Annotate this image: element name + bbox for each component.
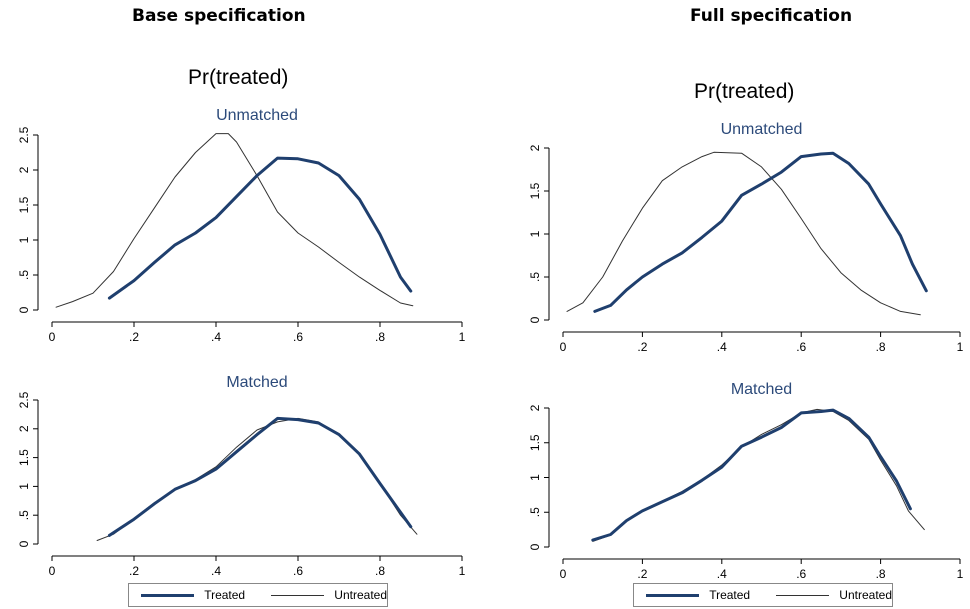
y-tick-label: 2	[17, 425, 31, 432]
treated-density-line	[107, 156, 413, 300]
y-tick-label: 2	[528, 144, 542, 151]
legend-untreated-label: Untreated	[334, 588, 387, 602]
y-tick-label: 1.5	[17, 449, 31, 466]
legend-untreated-swatch	[271, 594, 325, 596]
x-tick-label: .6	[796, 340, 806, 354]
y-tick-label: 1.5	[17, 196, 31, 213]
y-tick-label: .5	[17, 270, 31, 280]
y-tick-label: 1	[17, 483, 31, 490]
x-tick-label: .2	[637, 340, 647, 354]
y-tick-label: 1.5	[528, 182, 542, 199]
y-tick-label: 1	[528, 230, 542, 237]
x-tick-label: 0	[49, 564, 56, 578]
x-tick-label: 1	[957, 340, 964, 354]
untreated-density-line	[592, 408, 925, 542]
base-spec-title: Base specification	[132, 6, 306, 26]
x-tick-label: 0	[560, 340, 567, 354]
untreated-density-line	[55, 133, 414, 308]
untreated-density-line	[566, 151, 921, 316]
treated-density-line	[593, 151, 928, 313]
panel-title: Unmatched	[721, 121, 803, 138]
x-tick-label: .8	[375, 330, 385, 344]
x-tick-label: .6	[293, 564, 303, 578]
panel-title: Matched	[226, 374, 287, 391]
x-tick-label: 0	[560, 567, 567, 581]
y-tick-label: 2	[528, 404, 542, 411]
full-spec-title: Full specification	[690, 6, 853, 26]
legend-treated-label: Treated	[204, 588, 246, 602]
y-tick-label: 0	[528, 543, 542, 550]
y-tick-label: 1	[17, 236, 31, 243]
panel-title: Matched	[731, 381, 792, 398]
x-tick-label: .2	[637, 567, 647, 581]
y-tick-label: 2.5	[17, 391, 31, 408]
y-tick-label: 2	[17, 166, 31, 173]
legend-right: Treated Untreated	[633, 583, 893, 607]
x-tick-label: .2	[129, 564, 139, 578]
legend-untreated-swatch	[776, 594, 830, 596]
y-tick-label: .5	[528, 507, 542, 517]
y-tick-label: 1	[528, 474, 542, 481]
x-tick-label: 0	[49, 330, 56, 344]
x-tick-label: .8	[375, 564, 385, 578]
y-tick-label: 0	[528, 316, 542, 323]
pr-treated-title-right: Pr(treated)	[694, 80, 795, 103]
untreated-density-line	[96, 417, 418, 541]
x-tick-label: .8	[876, 340, 886, 354]
x-tick-label: .8	[876, 567, 886, 581]
treated-density-line	[107, 416, 413, 537]
pr-treated-title-left: Pr(treated)	[188, 66, 289, 89]
legend-treated-swatch	[141, 593, 195, 597]
x-tick-label: .6	[796, 567, 806, 581]
x-tick-label: 1	[957, 567, 964, 581]
x-tick-label: 1	[459, 564, 466, 578]
x-tick-label: .4	[717, 340, 727, 354]
x-tick-label: .4	[717, 567, 727, 581]
x-tick-label: .6	[293, 330, 303, 344]
panel-title: Unmatched	[216, 107, 298, 124]
legend-treated-label: Treated	[709, 588, 751, 602]
treated-density-line	[591, 408, 912, 542]
legend-treated-swatch	[646, 593, 700, 597]
y-tick-label: 1.5	[528, 434, 542, 451]
y-tick-label: .5	[528, 272, 542, 282]
y-tick-label: 2.5	[17, 126, 31, 143]
y-tick-label: .5	[17, 510, 31, 520]
x-tick-label: .4	[211, 564, 221, 578]
x-tick-label: .4	[211, 330, 221, 344]
x-tick-label: .2	[129, 330, 139, 344]
x-tick-label: 1	[459, 330, 466, 344]
y-tick-label: 0	[17, 306, 31, 313]
legend-left: Treated Untreated	[128, 583, 388, 607]
y-tick-label: 0	[17, 540, 31, 547]
legend-untreated-label: Untreated	[839, 588, 892, 602]
